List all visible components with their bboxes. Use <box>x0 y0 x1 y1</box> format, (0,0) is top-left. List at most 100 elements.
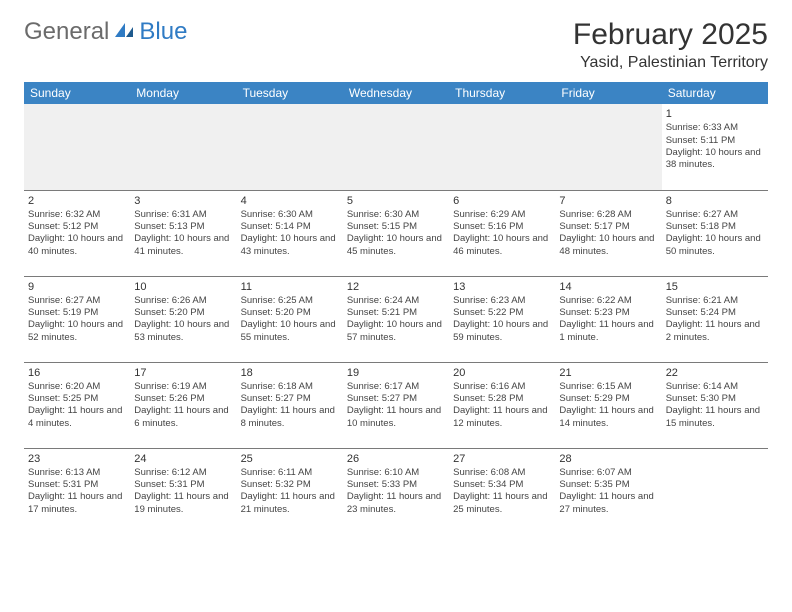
day-cell: 8Sunrise: 6:27 AMSunset: 5:18 PMDaylight… <box>662 190 768 276</box>
sunrise-text: Sunrise: 6:20 AM <box>28 381 126 393</box>
sunset-text: Sunset: 5:14 PM <box>241 221 339 233</box>
sunset-text: Sunset: 5:12 PM <box>28 221 126 233</box>
day-cell: 7Sunrise: 6:28 AMSunset: 5:17 PMDaylight… <box>555 190 661 276</box>
day-header: Saturday <box>662 82 768 104</box>
sunrise-text: Sunrise: 6:11 AM <box>241 467 339 479</box>
sunrise-text: Sunrise: 6:22 AM <box>559 295 657 307</box>
calendar-row: 16Sunrise: 6:20 AMSunset: 5:25 PMDayligh… <box>24 362 768 448</box>
day-number: 14 <box>559 280 657 294</box>
sunrise-text: Sunrise: 6:12 AM <box>134 467 232 479</box>
day-number: 13 <box>453 280 551 294</box>
day-header: Monday <box>130 82 236 104</box>
logo-text-2: Blue <box>139 18 187 46</box>
sunset-text: Sunset: 5:19 PM <box>28 307 126 319</box>
day-cell: 3Sunrise: 6:31 AMSunset: 5:13 PMDaylight… <box>130 190 236 276</box>
calendar-table: Sunday Monday Tuesday Wednesday Thursday… <box>24 82 768 534</box>
logo: General Blue <box>24 18 187 46</box>
day-number: 4 <box>241 194 339 208</box>
daylight-text: Daylight: 10 hours and 52 minutes. <box>28 319 126 344</box>
sunset-text: Sunset: 5:31 PM <box>28 479 126 491</box>
day-number: 6 <box>453 194 551 208</box>
day-number: 7 <box>559 194 657 208</box>
day-number: 27 <box>453 452 551 466</box>
day-number: 3 <box>134 194 232 208</box>
logo-sail-icon <box>113 18 135 46</box>
sunset-text: Sunset: 5:23 PM <box>559 307 657 319</box>
sunrise-text: Sunrise: 6:16 AM <box>453 381 551 393</box>
day-cell: 5Sunrise: 6:30 AMSunset: 5:15 PMDaylight… <box>343 190 449 276</box>
sunrise-text: Sunrise: 6:28 AM <box>559 209 657 221</box>
sunset-text: Sunset: 5:28 PM <box>453 393 551 405</box>
day-cell: 9Sunrise: 6:27 AMSunset: 5:19 PMDaylight… <box>24 276 130 362</box>
sunrise-text: Sunrise: 6:15 AM <box>559 381 657 393</box>
sunrise-text: Sunrise: 6:24 AM <box>347 295 445 307</box>
sunset-text: Sunset: 5:22 PM <box>453 307 551 319</box>
day-number: 8 <box>666 194 764 208</box>
daylight-text: Daylight: 11 hours and 6 minutes. <box>134 405 232 430</box>
sunrise-text: Sunrise: 6:33 AM <box>666 122 764 134</box>
sunset-text: Sunset: 5:34 PM <box>453 479 551 491</box>
daylight-text: Daylight: 11 hours and 4 minutes. <box>28 405 126 430</box>
daylight-text: Daylight: 10 hours and 55 minutes. <box>241 319 339 344</box>
daylight-text: Daylight: 11 hours and 25 minutes. <box>453 491 551 516</box>
day-cell: 13Sunrise: 6:23 AMSunset: 5:22 PMDayligh… <box>449 276 555 362</box>
daylight-text: Daylight: 10 hours and 43 minutes. <box>241 233 339 258</box>
day-number: 15 <box>666 280 764 294</box>
sunset-text: Sunset: 5:27 PM <box>241 393 339 405</box>
daylight-text: Daylight: 11 hours and 19 minutes. <box>134 491 232 516</box>
day-number: 21 <box>559 366 657 380</box>
sunset-text: Sunset: 5:16 PM <box>453 221 551 233</box>
day-cell: 20Sunrise: 6:16 AMSunset: 5:28 PMDayligh… <box>449 362 555 448</box>
daylight-text: Daylight: 11 hours and 15 minutes. <box>666 405 764 430</box>
empty-cell <box>130 104 236 190</box>
day-number: 28 <box>559 452 657 466</box>
daylight-text: Daylight: 10 hours and 40 minutes. <box>28 233 126 258</box>
daylight-text: Daylight: 10 hours and 53 minutes. <box>134 319 232 344</box>
month-title: February 2025 <box>573 18 768 52</box>
sunset-text: Sunset: 5:35 PM <box>559 479 657 491</box>
page-header: General Blue February 2025 Yasid, Palest… <box>24 18 768 72</box>
sunset-text: Sunset: 5:31 PM <box>134 479 232 491</box>
day-cell: 16Sunrise: 6:20 AMSunset: 5:25 PMDayligh… <box>24 362 130 448</box>
day-number: 25 <box>241 452 339 466</box>
calendar-row: 1Sunrise: 6:33 AMSunset: 5:11 PMDaylight… <box>24 104 768 190</box>
empty-cell <box>237 104 343 190</box>
sunrise-text: Sunrise: 6:30 AM <box>241 209 339 221</box>
daylight-text: Daylight: 11 hours and 14 minutes. <box>559 405 657 430</box>
day-number: 5 <box>347 194 445 208</box>
daylight-text: Daylight: 10 hours and 38 minutes. <box>666 147 764 172</box>
sunrise-text: Sunrise: 6:32 AM <box>28 209 126 221</box>
day-cell: 21Sunrise: 6:15 AMSunset: 5:29 PMDayligh… <box>555 362 661 448</box>
day-cell: 28Sunrise: 6:07 AMSunset: 5:35 PMDayligh… <box>555 448 661 534</box>
sunset-text: Sunset: 5:33 PM <box>347 479 445 491</box>
sunrise-text: Sunrise: 6:18 AM <box>241 381 339 393</box>
calendar-row: 23Sunrise: 6:13 AMSunset: 5:31 PMDayligh… <box>24 448 768 534</box>
day-header: Wednesday <box>343 82 449 104</box>
sunrise-text: Sunrise: 6:19 AM <box>134 381 232 393</box>
day-cell: 19Sunrise: 6:17 AMSunset: 5:27 PMDayligh… <box>343 362 449 448</box>
sunset-text: Sunset: 5:29 PM <box>559 393 657 405</box>
daylight-text: Daylight: 11 hours and 2 minutes. <box>666 319 764 344</box>
day-cell: 2Sunrise: 6:32 AMSunset: 5:12 PMDaylight… <box>24 190 130 276</box>
empty-cell <box>555 104 661 190</box>
day-number: 19 <box>347 366 445 380</box>
sunset-text: Sunset: 5:30 PM <box>666 393 764 405</box>
day-cell: 15Sunrise: 6:21 AMSunset: 5:24 PMDayligh… <box>662 276 768 362</box>
logo-text-1: General <box>24 18 109 46</box>
day-number: 17 <box>134 366 232 380</box>
sunrise-text: Sunrise: 6:30 AM <box>347 209 445 221</box>
day-number: 24 <box>134 452 232 466</box>
daylight-text: Daylight: 10 hours and 48 minutes. <box>559 233 657 258</box>
sunset-text: Sunset: 5:13 PM <box>134 221 232 233</box>
day-header: Thursday <box>449 82 555 104</box>
sunrise-text: Sunrise: 6:26 AM <box>134 295 232 307</box>
daylight-text: Daylight: 11 hours and 8 minutes. <box>241 405 339 430</box>
sunset-text: Sunset: 5:26 PM <box>134 393 232 405</box>
day-cell: 6Sunrise: 6:29 AMSunset: 5:16 PMDaylight… <box>449 190 555 276</box>
day-number: 23 <box>28 452 126 466</box>
sunrise-text: Sunrise: 6:23 AM <box>453 295 551 307</box>
sunrise-text: Sunrise: 6:27 AM <box>28 295 126 307</box>
day-number: 16 <box>28 366 126 380</box>
sunrise-text: Sunrise: 6:31 AM <box>134 209 232 221</box>
empty-cell <box>343 104 449 190</box>
